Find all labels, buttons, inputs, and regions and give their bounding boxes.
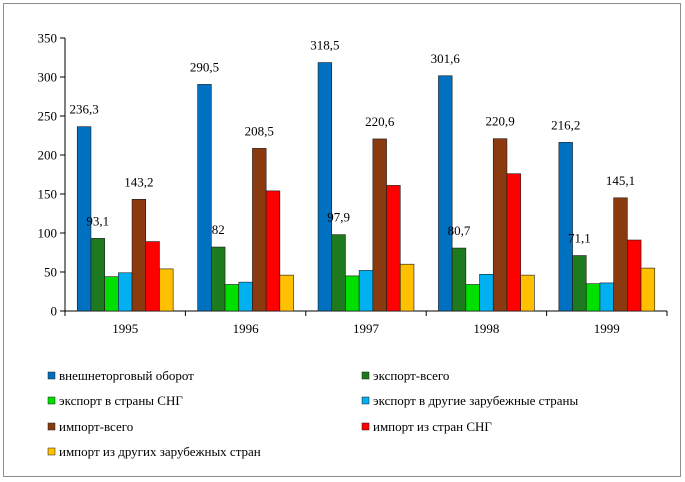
data-label: 71,1 [568, 231, 591, 246]
y-tick-label: 250 [38, 109, 58, 124]
bar [331, 234, 346, 312]
y-tick-label: 200 [38, 148, 58, 163]
legend-swatch [361, 396, 370, 405]
legend-swatch [361, 422, 370, 431]
bar [640, 267, 656, 312]
bar [224, 284, 240, 312]
bar [279, 274, 294, 312]
legend: внешнеторговый оборот экспорт-всего экспор… [47, 368, 579, 459]
bar [252, 148, 267, 312]
data-label: 143,2 [124, 174, 153, 189]
bar [372, 138, 387, 312]
y-tick-label: 0 [51, 304, 58, 319]
bar [76, 126, 92, 312]
data-label: 301,6 [431, 51, 461, 66]
bar [520, 274, 535, 312]
legend-swatch [47, 422, 56, 431]
legend-swatch [47, 396, 56, 405]
legend-label: экспорт в другие зарубежные страны [373, 393, 579, 408]
bar [438, 75, 453, 312]
y-tick-label: 50 [44, 265, 57, 280]
bar [145, 241, 160, 312]
bar [317, 62, 333, 312]
data-label: 318,5 [310, 38, 339, 53]
bar [358, 270, 374, 312]
data-label: 97,9 [327, 210, 350, 225]
bar [479, 274, 494, 312]
bar [159, 268, 174, 312]
x-tick-label: 1999 [594, 321, 620, 336]
bar [627, 239, 642, 312]
x-tick-label: 1995 [112, 321, 138, 336]
bars [76, 62, 656, 312]
y-tick-label: 150 [38, 187, 58, 202]
bar [265, 190, 281, 312]
legend-swatch [47, 371, 56, 380]
legend-label: импорт из стран СНГ [373, 419, 492, 434]
x-tick-label: 1998 [473, 321, 499, 336]
data-label: 220,6 [365, 114, 395, 129]
data-label: 80,7 [448, 223, 471, 238]
y-tick-label: 300 [38, 70, 58, 85]
data-label: 208,5 [245, 123, 274, 138]
bar [90, 238, 105, 312]
data-label: 216,2 [551, 117, 580, 132]
bar [599, 282, 614, 312]
bar [465, 284, 480, 312]
data-label: 220,9 [485, 114, 514, 129]
legend-swatch [47, 447, 56, 456]
legend-label: экспорт-всего [373, 368, 449, 383]
legend-label: импорт-всего [59, 419, 133, 434]
bar [118, 272, 133, 312]
bar [613, 197, 628, 312]
data-label: 82 [212, 222, 225, 237]
bar [386, 185, 401, 312]
x-tick-label: 1997 [353, 321, 380, 336]
x-axis: 1995 1996 1997 1998 1999 [64, 310, 668, 336]
bar [572, 255, 587, 312]
bar [585, 283, 601, 312]
y-tick-label: 350 [38, 31, 58, 46]
legend-label: внешнеторговый оборот [59, 368, 194, 383]
x-tick-label: 1996 [233, 321, 260, 336]
bar [104, 276, 119, 312]
bar [345, 275, 360, 312]
data-label: 145,1 [606, 173, 635, 188]
data-labels: 236,3 290,5 318,5 301,6 216,2 93,1 82 97,9 80,7 7… [69, 38, 635, 246]
bar [211, 246, 226, 312]
bar [451, 247, 467, 312]
bar [197, 84, 212, 312]
bar [399, 263, 415, 312]
legend-label: экспорт в страны СНГ [59, 393, 183, 408]
bar [131, 199, 147, 312]
data-label: 236,3 [69, 102, 98, 117]
legend-label: импорт из других зарубежных стран [59, 444, 261, 459]
data-label: 290,5 [190, 59, 219, 74]
y-axis: 0 50 100 150 200 250 300 350 [38, 31, 66, 319]
data-label: 93,1 [86, 213, 109, 228]
y-tick-label: 100 [38, 226, 58, 241]
bar [492, 138, 508, 312]
bar [558, 142, 573, 312]
legend-swatch [361, 371, 370, 380]
bar [506, 173, 521, 312]
bar [238, 281, 253, 312]
